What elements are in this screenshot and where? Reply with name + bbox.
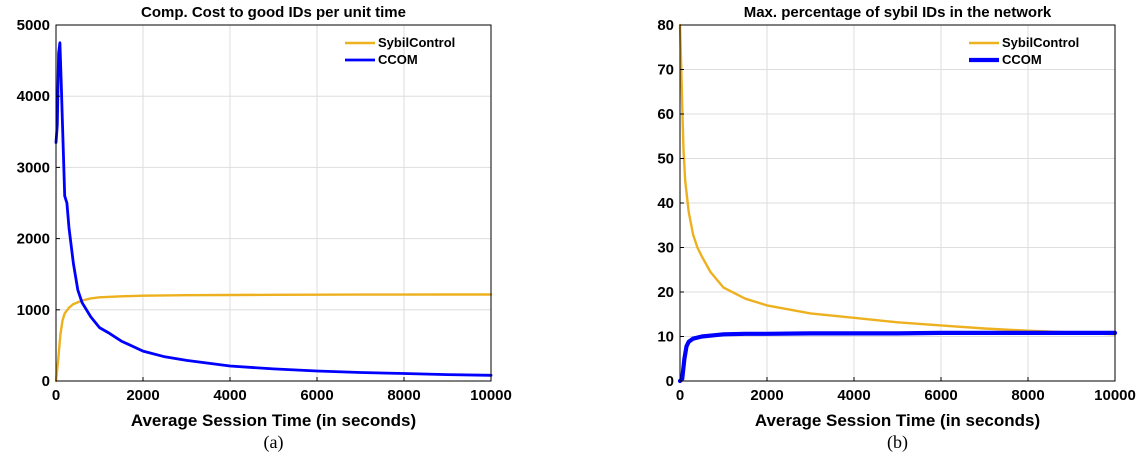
y-tick-label-b: 60 <box>657 106 674 123</box>
x-tick-label-b: 6000 <box>924 387 957 404</box>
legend-b: SybilControl CCOM <box>969 35 1079 67</box>
y-tick-label-b: 80 <box>657 17 674 34</box>
x-tick-label-a: 0 <box>52 387 60 404</box>
tick-labels-b: 0 2000 4000 6000 8000 10000 0 10 20 30 40 50 60 70 80 <box>657 17 1136 404</box>
legend-label-ccom-b: CCOM <box>1002 52 1042 67</box>
y-tick-label-a: 4000 <box>17 88 50 105</box>
x-tick-label-b: 8000 <box>1011 387 1044 404</box>
series-line-ccom-b <box>677 330 1118 384</box>
y-tick-label-a: 5000 <box>17 17 50 34</box>
y-tick-label-b: 50 <box>657 151 674 168</box>
grid-a <box>55 24 492 382</box>
x-axis-label-b: Average Session Time (in seconds) <box>755 411 1040 430</box>
chart-title-b: Max. percentage of sybil IDs in the netw… <box>744 4 1052 21</box>
grid-b <box>679 24 1116 382</box>
series-group-a <box>54 41 493 383</box>
legend-label-sybilcontrol-a: SybilControl <box>378 35 455 50</box>
caption-b: (b) <box>887 432 908 453</box>
y-tick-label-a: 3000 <box>17 159 50 176</box>
legend-a: SybilControl CCOM <box>345 35 455 67</box>
chart-panel-a: Comp. Cost to good IDs per unit time 0 20… <box>17 4 512 453</box>
tick-labels-a: 0 2000 4000 6000 8000 10000 0 1000 2000 3000 4000 5… <box>17 17 512 404</box>
x-tick-label-a: 6000 <box>300 387 333 404</box>
y-tick-label-b: 40 <box>657 195 674 212</box>
y-tick-label-b: 10 <box>657 329 674 346</box>
y-tick-label-a: 2000 <box>17 231 50 248</box>
x-tick-label-a: 2000 <box>126 387 159 404</box>
x-tick-label-a: 4000 <box>213 387 246 404</box>
plot-frame-a <box>55 24 492 382</box>
chart-title-a: Comp. Cost to good IDs per unit time <box>141 4 406 21</box>
legend-label-ccom-a: CCOM <box>378 52 418 67</box>
x-axis-label-a: Average Session Time (in seconds) <box>131 411 416 430</box>
y-tick-label-b: 20 <box>657 284 674 301</box>
y-tick-label-a: 1000 <box>17 302 50 319</box>
series-line-ccom-a <box>54 41 493 377</box>
y-tick-label-a: 0 <box>42 373 50 390</box>
series-line-sybilcontrol-b <box>678 23 1117 336</box>
chart-panel-b: Max. percentage of sybil IDs in the netw… <box>657 4 1136 453</box>
x-tick-label-a: 10000 <box>470 387 512 404</box>
x-tick-label-a: 8000 <box>387 387 420 404</box>
x-tick-label-b: 4000 <box>837 387 870 404</box>
x-tick-label-b: 0 <box>676 387 684 404</box>
x-tick-label-b: 10000 <box>1094 387 1136 404</box>
y-tick-label-b: 70 <box>657 62 674 79</box>
y-tick-label-b: 30 <box>657 240 674 257</box>
y-tick-label-b: 0 <box>666 373 674 390</box>
series-line-sybilcontrol-a <box>54 293 493 383</box>
x-tick-label-b: 2000 <box>750 387 783 404</box>
series-group-b <box>677 23 1118 384</box>
caption-a: (a) <box>264 432 284 453</box>
legend-label-sybilcontrol-b: SybilControl <box>1002 35 1079 50</box>
